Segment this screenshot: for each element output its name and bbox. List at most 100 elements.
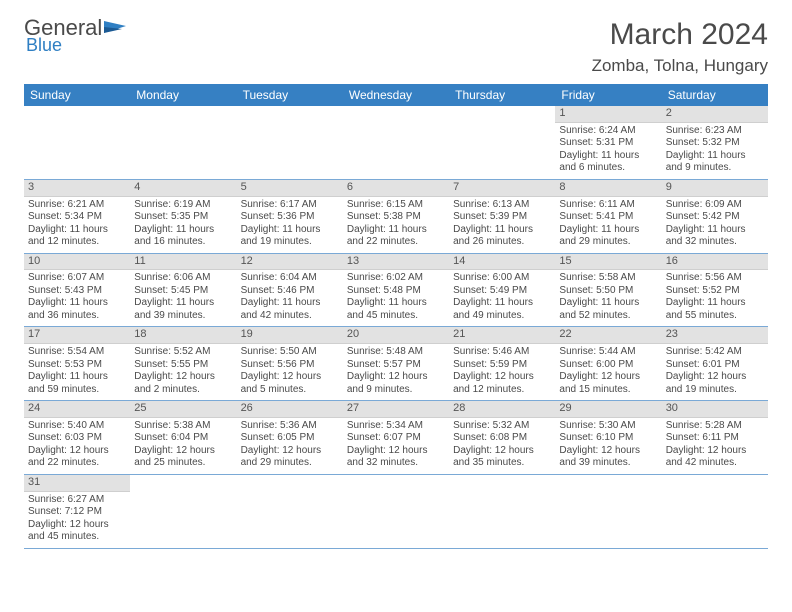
- weekday-header: Saturday: [662, 84, 768, 106]
- calendar-header-row: SundayMondayTuesdayWednesdayThursdayFrid…: [24, 84, 768, 106]
- sunset-line: Sunset: 6:11 PM: [666, 432, 764, 445]
- calendar-day-cell: 2Sunrise: 6:23 AMSunset: 5:32 PMDaylight…: [662, 106, 768, 179]
- day-number: 12: [237, 254, 343, 271]
- calendar-table: SundayMondayTuesdayWednesdayThursdayFrid…: [24, 84, 768, 549]
- calendar-day-cell: 1Sunrise: 6:24 AMSunset: 5:31 PMDaylight…: [555, 106, 661, 179]
- sunset-line: Sunset: 6:03 PM: [28, 432, 126, 445]
- calendar-day-cell: 24Sunrise: 5:40 AMSunset: 6:03 PMDayligh…: [24, 401, 130, 475]
- calendar-day-cell: 19Sunrise: 5:50 AMSunset: 5:56 PMDayligh…: [237, 327, 343, 401]
- day-body: Sunrise: 6:02 AMSunset: 5:48 PMDaylight:…: [343, 270, 449, 326]
- calendar-week-row: 3Sunrise: 6:21 AMSunset: 5:34 PMDaylight…: [24, 179, 768, 253]
- daylight-line: Daylight: 11 hours and 39 minutes.: [134, 297, 232, 322]
- daylight-line: Daylight: 11 hours and 36 minutes.: [28, 297, 126, 322]
- day-number: 22: [555, 327, 661, 344]
- calendar-empty-cell: [237, 474, 343, 548]
- day-body: Sunrise: 5:58 AMSunset: 5:50 PMDaylight:…: [555, 270, 661, 326]
- calendar-day-cell: 25Sunrise: 5:38 AMSunset: 6:04 PMDayligh…: [130, 401, 236, 475]
- sunrise-line: Sunrise: 6:02 AM: [347, 272, 445, 285]
- sunrise-line: Sunrise: 6:15 AM: [347, 199, 445, 212]
- calendar-day-cell: 16Sunrise: 5:56 AMSunset: 5:52 PMDayligh…: [662, 253, 768, 327]
- weekday-header: Friday: [555, 84, 661, 106]
- sunset-line: Sunset: 5:55 PM: [134, 359, 232, 372]
- sunset-line: Sunset: 5:57 PM: [347, 359, 445, 372]
- day-body: Sunrise: 6:24 AMSunset: 5:31 PMDaylight:…: [555, 123, 661, 179]
- daylight-line: Daylight: 12 hours and 45 minutes.: [28, 519, 126, 544]
- daylight-line: Daylight: 11 hours and 42 minutes.: [241, 297, 339, 322]
- day-number: 17: [24, 327, 130, 344]
- calendar-week-row: 31Sunrise: 6:27 AMSunset: 7:12 PMDayligh…: [24, 474, 768, 548]
- day-body: Sunrise: 6:11 AMSunset: 5:41 PMDaylight:…: [555, 197, 661, 253]
- day-body: Sunrise: 6:23 AMSunset: 5:32 PMDaylight:…: [662, 123, 768, 179]
- calendar-day-cell: 31Sunrise: 6:27 AMSunset: 7:12 PMDayligh…: [24, 474, 130, 548]
- sunset-line: Sunset: 6:05 PM: [241, 432, 339, 445]
- sunrise-line: Sunrise: 5:36 AM: [241, 420, 339, 433]
- calendar-day-cell: 28Sunrise: 5:32 AMSunset: 6:08 PMDayligh…: [449, 401, 555, 475]
- day-body: Sunrise: 5:50 AMSunset: 5:56 PMDaylight:…: [237, 344, 343, 400]
- calendar-day-cell: 12Sunrise: 6:04 AMSunset: 5:46 PMDayligh…: [237, 253, 343, 327]
- day-body: Sunrise: 6:07 AMSunset: 5:43 PMDaylight:…: [24, 270, 130, 326]
- sunrise-line: Sunrise: 5:30 AM: [559, 420, 657, 433]
- daylight-line: Daylight: 12 hours and 25 minutes.: [134, 445, 232, 470]
- sunset-line: Sunset: 5:34 PM: [28, 211, 126, 224]
- sunrise-line: Sunrise: 6:27 AM: [28, 494, 126, 507]
- day-number: 3: [24, 180, 130, 197]
- daylight-line: Daylight: 11 hours and 19 minutes.: [241, 224, 339, 249]
- title-block: March 2024 Zomba, Tolna, Hungary: [592, 18, 768, 76]
- sunrise-line: Sunrise: 6:21 AM: [28, 199, 126, 212]
- day-number: 18: [130, 327, 236, 344]
- day-body: Sunrise: 5:38 AMSunset: 6:04 PMDaylight:…: [130, 418, 236, 474]
- sunset-line: Sunset: 6:08 PM: [453, 432, 551, 445]
- sunrise-line: Sunrise: 5:44 AM: [559, 346, 657, 359]
- calendar-day-cell: 10Sunrise: 6:07 AMSunset: 5:43 PMDayligh…: [24, 253, 130, 327]
- calendar-empty-cell: [662, 474, 768, 548]
- sunrise-line: Sunrise: 5:28 AM: [666, 420, 764, 433]
- calendar-day-cell: 11Sunrise: 6:06 AMSunset: 5:45 PMDayligh…: [130, 253, 236, 327]
- daylight-line: Daylight: 11 hours and 55 minutes.: [666, 297, 764, 322]
- sunrise-line: Sunrise: 5:50 AM: [241, 346, 339, 359]
- calendar-day-cell: 7Sunrise: 6:13 AMSunset: 5:39 PMDaylight…: [449, 179, 555, 253]
- day-body: Sunrise: 5:52 AMSunset: 5:55 PMDaylight:…: [130, 344, 236, 400]
- sunset-line: Sunset: 5:32 PM: [666, 137, 764, 150]
- sunrise-line: Sunrise: 6:07 AM: [28, 272, 126, 285]
- sunrise-line: Sunrise: 5:56 AM: [666, 272, 764, 285]
- sunrise-line: Sunrise: 6:06 AM: [134, 272, 232, 285]
- day-number: 10: [24, 254, 130, 271]
- sunrise-line: Sunrise: 6:09 AM: [666, 199, 764, 212]
- day-number: 19: [237, 327, 343, 344]
- calendar-day-cell: 27Sunrise: 5:34 AMSunset: 6:07 PMDayligh…: [343, 401, 449, 475]
- daylight-line: Daylight: 11 hours and 6 minutes.: [559, 150, 657, 175]
- weekday-header: Thursday: [449, 84, 555, 106]
- calendar-day-cell: 29Sunrise: 5:30 AMSunset: 6:10 PMDayligh…: [555, 401, 661, 475]
- day-body: Sunrise: 5:48 AMSunset: 5:57 PMDaylight:…: [343, 344, 449, 400]
- sunset-line: Sunset: 5:52 PM: [666, 285, 764, 298]
- day-number: 16: [662, 254, 768, 271]
- calendar-day-cell: 9 Sunrise: 6:09 AMSunset: 5:42 PMDaylight…: [662, 179, 768, 253]
- calendar-day-cell: 8Sunrise: 6:11 AMSunset: 5:41 PMDaylight…: [555, 179, 661, 253]
- calendar-week-row: 1Sunrise: 6:24 AMSunset: 5:31 PMDaylight…: [24, 106, 768, 179]
- day-number: 29: [555, 401, 661, 418]
- sunrise-line: Sunrise: 6:04 AM: [241, 272, 339, 285]
- sunset-line: Sunset: 5:42 PM: [666, 211, 764, 224]
- day-number: 9: [662, 180, 768, 197]
- day-number: 21: [449, 327, 555, 344]
- daylight-line: Daylight: 11 hours and 32 minutes.: [666, 224, 764, 249]
- day-body: Sunrise: 6:17 AMSunset: 5:36 PMDaylight:…: [237, 197, 343, 253]
- calendar-empty-cell: [343, 106, 449, 179]
- day-body: Sunrise: 5:56 AMSunset: 5:52 PMDaylight:…: [662, 270, 768, 326]
- day-body: Sunrise: 5:46 AMSunset: 5:59 PMDaylight:…: [449, 344, 555, 400]
- sunrise-line: Sunrise: 5:38 AM: [134, 420, 232, 433]
- day-body: Sunrise: 6:21 AMSunset: 5:34 PMDaylight:…: [24, 197, 130, 253]
- daylight-line: Daylight: 11 hours and 49 minutes.: [453, 297, 551, 322]
- calendar-day-cell: 15Sunrise: 5:58 AMSunset: 5:50 PMDayligh…: [555, 253, 661, 327]
- calendar-day-cell: 13Sunrise: 6:02 AMSunset: 5:48 PMDayligh…: [343, 253, 449, 327]
- calendar-day-cell: 30Sunrise: 5:28 AMSunset: 6:11 PMDayligh…: [662, 401, 768, 475]
- sunrise-line: Sunrise: 6:19 AM: [134, 199, 232, 212]
- sunrise-line: Sunrise: 5:32 AM: [453, 420, 551, 433]
- day-body: Sunrise: 6:13 AMSunset: 5:39 PMDaylight:…: [449, 197, 555, 253]
- sunset-line: Sunset: 6:04 PM: [134, 432, 232, 445]
- daylight-line: Daylight: 11 hours and 29 minutes.: [559, 224, 657, 249]
- sunrise-line: Sunrise: 6:23 AM: [666, 125, 764, 138]
- sunset-line: Sunset: 5:46 PM: [241, 285, 339, 298]
- day-number: 23: [662, 327, 768, 344]
- calendar-empty-cell: [343, 474, 449, 548]
